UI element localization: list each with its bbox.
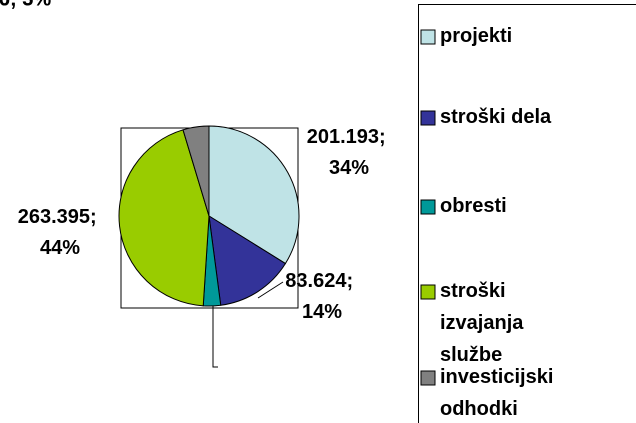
legend-swatch bbox=[420, 29, 436, 45]
legend-label: obresti bbox=[440, 195, 507, 217]
pie-slice bbox=[182, 125, 210, 217]
data-label: 263.395; 44% bbox=[18, 206, 103, 259]
leader-line bbox=[212, 306, 218, 368]
data-label: 83.624; 14% bbox=[285, 270, 358, 323]
legend-swatch bbox=[420, 110, 436, 126]
leader-line bbox=[257, 281, 284, 299]
pie-slice bbox=[118, 129, 210, 307]
data-label: 18.420; 3% bbox=[0, 0, 51, 10]
legend-label: projekti bbox=[440, 25, 512, 47]
legend-label: stroški izvajanja službe bbox=[440, 280, 529, 366]
legend-label: investicijski odhodki bbox=[440, 366, 559, 420]
pie-slice bbox=[208, 215, 287, 306]
legend-swatch bbox=[420, 284, 436, 300]
data-label: 201.193; 34% bbox=[307, 126, 392, 179]
legend-swatch bbox=[420, 370, 436, 386]
data-label: 27.696; 5% bbox=[0, 0, 51, 10]
pie-slice bbox=[208, 125, 300, 265]
legend-box bbox=[418, 4, 636, 423]
legend-swatch bbox=[420, 199, 436, 215]
legend-label: stroški dela bbox=[440, 106, 552, 128]
